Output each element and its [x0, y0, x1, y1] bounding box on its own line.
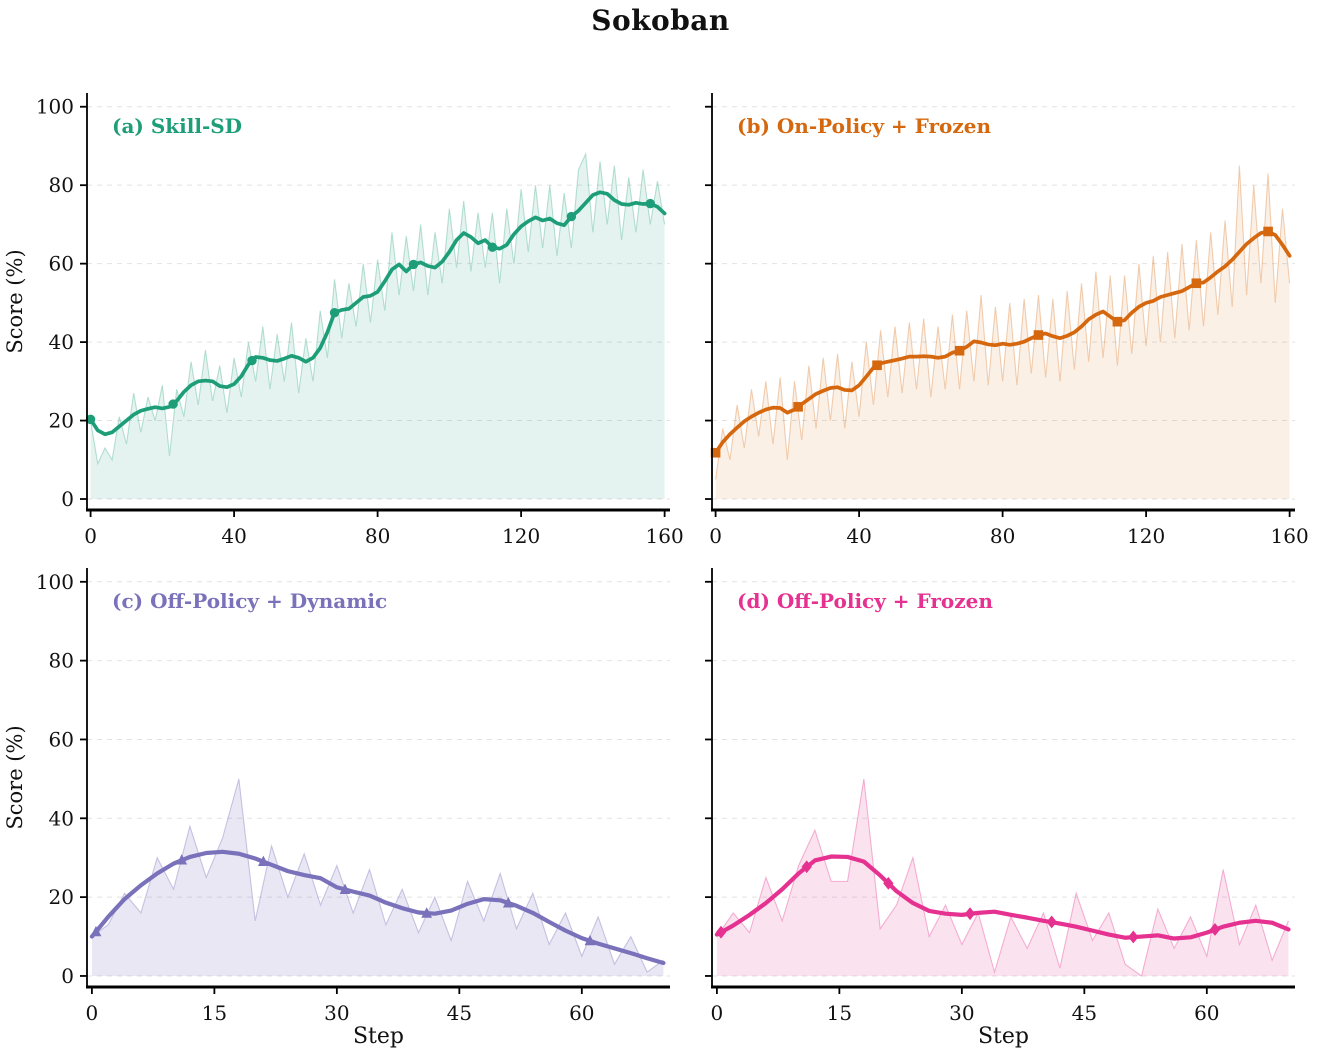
panel-a-marker-circle: [566, 211, 577, 222]
panel-a-ytick-label: 100: [36, 95, 74, 119]
panel-c-marker-triangle: [584, 934, 596, 946]
panel-a-marker-circle: [247, 355, 257, 366]
panel-a-marker-circle: [329, 307, 340, 318]
panel-b-marker-square: [954, 345, 965, 356]
panel-c-marker-triangle: [421, 907, 433, 918]
panel-a-marker-circle: [168, 399, 178, 409]
panel-a-ytick-label: 0: [61, 487, 74, 511]
panel-b-xtick-label: 40: [846, 524, 871, 548]
panel-c-area-fill: [91, 778, 664, 976]
panel-d-marker-diamond: [1046, 915, 1057, 929]
panel-d-xtick-label: 0: [711, 1001, 724, 1025]
panel-d-smoothed-line: [714, 854, 1291, 941]
panel-a-raw-line: [90, 151, 666, 466]
figure-title: Sokoban: [591, 4, 730, 37]
panel-b-xtick-label: 120: [1127, 524, 1165, 548]
panel-a-marker-circle: [408, 259, 419, 270]
panel-a-ytick-label: 20: [49, 409, 74, 433]
panel-a-marker-circle: [645, 198, 655, 209]
panel-c-marker-triangle: [339, 883, 351, 895]
panel-b-marker-square: [1112, 316, 1123, 327]
panel-a-ytick-label: 60: [49, 252, 74, 276]
panel-c-ytick-label: 20: [49, 885, 74, 909]
panel-b-label: (b) On-Policy + Frozen: [737, 114, 991, 138]
panel-a-label: (a) Skill-SD: [112, 114, 242, 138]
panel-c-ylabel: Score (%): [3, 725, 27, 829]
panel-c-smoothed-line: [89, 849, 666, 966]
panel-a-ytick-label: 80: [49, 173, 74, 197]
panel-b-xtick-label: 160: [1271, 524, 1309, 548]
panel-d-marker-diamond: [715, 925, 727, 939]
panel-c-xtick-label: 45: [447, 1001, 472, 1025]
panel-c-xtick-label: 0: [86, 1001, 99, 1025]
panel-b-xtick-label: 80: [990, 524, 1015, 548]
panel-c-label: (c) Off-Policy + Dynamic: [112, 589, 387, 613]
panel-b-marker-square: [1191, 278, 1202, 289]
panel-c-marker-triangle: [90, 925, 102, 937]
panel-c-marker-triangle: [502, 897, 514, 908]
panel-d-xtick-label: 45: [1072, 1001, 1097, 1025]
panel-c-xlabel: Step: [353, 1024, 404, 1049]
panel-c-ytick-label: 0: [61, 964, 74, 988]
panel-d-marker-diamond: [1128, 930, 1139, 944]
panel-d-marker-diamond: [964, 907, 976, 921]
panel-a-marker-circle: [85, 414, 96, 425]
panel-c-ytick-label: 40: [49, 806, 74, 830]
panel-c-marker-triangle: [257, 855, 269, 867]
panel-d-xtick-label: 30: [949, 1001, 974, 1025]
panel-c-xtick-label: 30: [324, 1001, 349, 1025]
panel-c-ytick-label: 80: [49, 649, 74, 673]
panel-b-raw-line: [715, 165, 1291, 480]
panel-b-marker-square: [1033, 330, 1044, 340]
panel-a-xtick-label: 120: [502, 524, 540, 548]
panel-d-xtick-label: 15: [827, 1001, 852, 1025]
panel-a-area-fill: [90, 153, 665, 500]
panel-b-xtick-label: 0: [709, 524, 722, 548]
panel-d-xlabel: Step: [978, 1024, 1029, 1049]
panel-d-marker-diamond: [801, 860, 812, 874]
panel-d-area-fill: [716, 778, 1289, 976]
panel-d-raw-line: [716, 778, 1289, 977]
panel-a-xtick-label: 80: [365, 524, 390, 548]
panel-c-xtick-label: 60: [569, 1001, 594, 1025]
panel-c-ytick-label: 100: [36, 570, 74, 594]
panel-b-area-fill: [715, 165, 1290, 500]
panel-a-marker-circle: [487, 242, 498, 252]
panel-b-marker-square: [793, 402, 803, 412]
panel-c-xtick-label: 15: [202, 1001, 227, 1025]
panel-a-xtick-label: 0: [84, 524, 97, 548]
panel-a-ytick-label: 40: [49, 330, 74, 354]
panel-c-ytick-label: 60: [49, 727, 74, 751]
panel-d-marker-diamond: [883, 876, 894, 890]
panel-b-marker-square: [1263, 226, 1273, 237]
panel-b-marker-square: [872, 360, 882, 371]
panel-c-marker-triangle: [176, 854, 188, 865]
panel-d-marker-diamond: [1209, 923, 1221, 936]
panel-d-xtick-label: 60: [1194, 1001, 1219, 1025]
panel-a-xtick-label: 160: [646, 524, 684, 548]
panel-b-marker-square: [710, 447, 721, 458]
panel-a-ylabel: Score (%): [3, 249, 27, 353]
panel-d-label: (d) Off-Policy + Frozen: [737, 589, 993, 613]
panel-a-xtick-label: 40: [221, 524, 246, 548]
